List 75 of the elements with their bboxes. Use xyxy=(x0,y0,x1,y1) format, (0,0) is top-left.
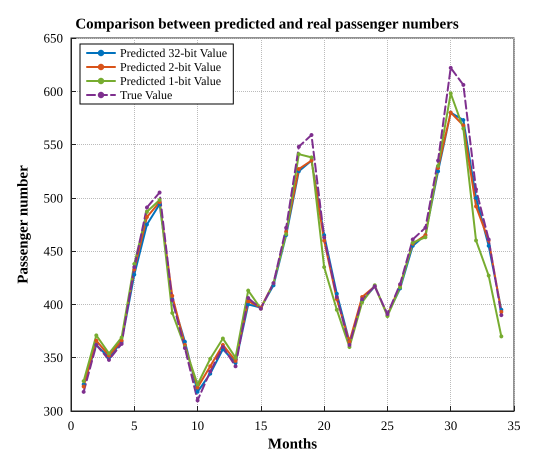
point xyxy=(334,308,339,312)
legend-label: Predicted 32-bit Value xyxy=(120,46,228,60)
point xyxy=(106,351,111,356)
point xyxy=(220,336,225,341)
y-tick-label: 600 xyxy=(44,84,63,99)
point xyxy=(474,238,478,242)
y-tick-label: 300 xyxy=(44,404,63,418)
point xyxy=(474,187,478,192)
x-tick-label: 30 xyxy=(444,418,458,433)
point xyxy=(461,118,466,122)
point xyxy=(322,238,326,242)
point xyxy=(82,390,86,394)
point xyxy=(474,204,478,208)
x-tick-label: 20 xyxy=(318,418,331,433)
point xyxy=(182,340,187,344)
chart-title: Comparison between predicted and real passenger numbers xyxy=(75,16,459,32)
point xyxy=(436,158,440,163)
point xyxy=(94,338,98,343)
point xyxy=(423,226,428,230)
point xyxy=(410,237,415,242)
x-tick-label: 15 xyxy=(254,418,268,433)
x-tick-label: 0 xyxy=(68,418,74,433)
point xyxy=(196,390,200,394)
point xyxy=(486,244,491,248)
point xyxy=(296,152,301,156)
point xyxy=(474,196,478,200)
point xyxy=(234,364,238,368)
point xyxy=(170,310,174,315)
point xyxy=(208,356,212,361)
point xyxy=(284,226,288,230)
point xyxy=(120,335,124,340)
point xyxy=(144,205,149,210)
point xyxy=(82,379,86,384)
point xyxy=(94,333,98,338)
point xyxy=(309,132,314,137)
point xyxy=(246,296,250,300)
point xyxy=(448,91,453,96)
x-tick-label: 5 xyxy=(131,418,138,433)
legend-label: Predicted 1-bit Value xyxy=(120,74,222,88)
point xyxy=(144,215,149,220)
point xyxy=(486,274,491,278)
point xyxy=(296,144,301,149)
point xyxy=(144,222,149,226)
x-tick-label: 10 xyxy=(191,418,204,433)
point xyxy=(170,294,174,298)
x-axis-title: Months xyxy=(268,436,318,452)
legend-label: Predicted 2-bit Value xyxy=(120,60,222,74)
point xyxy=(322,265,326,270)
point xyxy=(499,313,504,318)
y-tick-label: 400 xyxy=(44,296,63,312)
point xyxy=(158,190,162,195)
y-tick-label: 350 xyxy=(44,350,63,366)
point xyxy=(436,164,440,168)
point xyxy=(448,66,453,70)
point xyxy=(234,356,238,360)
point xyxy=(208,364,212,368)
x-tick-label: 25 xyxy=(380,418,394,433)
point xyxy=(144,210,149,214)
point xyxy=(196,398,200,402)
x-tick-label: 35 xyxy=(508,418,520,433)
point xyxy=(461,126,466,131)
legend-label: True Value xyxy=(120,88,172,102)
y-tick-label: 500 xyxy=(44,190,63,206)
y-tick-label: 450 xyxy=(44,244,63,259)
point xyxy=(309,155,314,160)
y-tick-label: 650 xyxy=(44,30,63,46)
point xyxy=(499,334,504,338)
point xyxy=(334,294,339,299)
point xyxy=(461,82,466,87)
y-axis-title: Passenger number xyxy=(16,164,32,284)
point xyxy=(347,342,352,347)
point xyxy=(132,272,136,277)
y-tick-label: 550 xyxy=(44,137,63,152)
point xyxy=(158,198,162,202)
point xyxy=(234,358,238,363)
